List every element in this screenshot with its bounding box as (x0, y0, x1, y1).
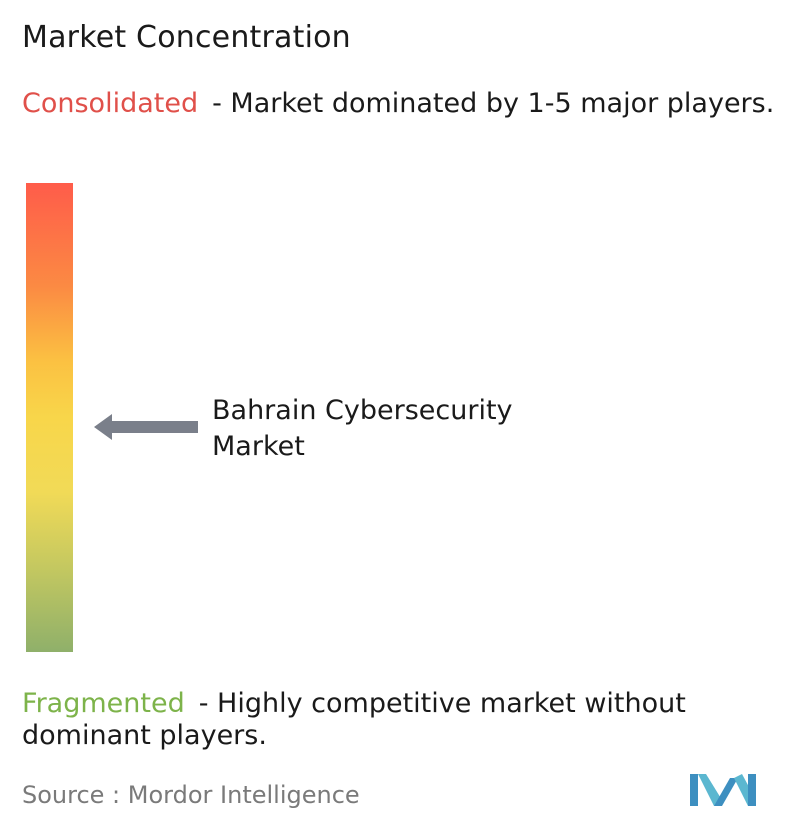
fragmented-label: Fragmented (22, 688, 185, 719)
consolidated-description: - Market dominated by 1-5 major players. (212, 88, 775, 119)
market-marker-label: Bahrain Cybersecurity Market (212, 393, 513, 465)
market-name-line1: Bahrain Cybersecurity (212, 395, 513, 426)
arrow-left-icon (94, 414, 198, 440)
fragmented-description: - Highly competitive market without domi… (22, 688, 686, 751)
source-attribution: Source : Mordor Intelligence (22, 781, 360, 809)
concentration-gradient-bar (26, 183, 73, 652)
page-title: Market Concentration (22, 20, 351, 55)
consolidated-description-block: Consolidated - Market dominated by 1-5 ma… (22, 88, 792, 120)
fragmented-description-block: Fragmented - Highly competitive market wi… (22, 688, 792, 752)
market-name-line2: Market (212, 431, 305, 462)
consolidated-label: Consolidated (22, 88, 199, 119)
mordor-intelligence-logo-icon (690, 774, 756, 806)
